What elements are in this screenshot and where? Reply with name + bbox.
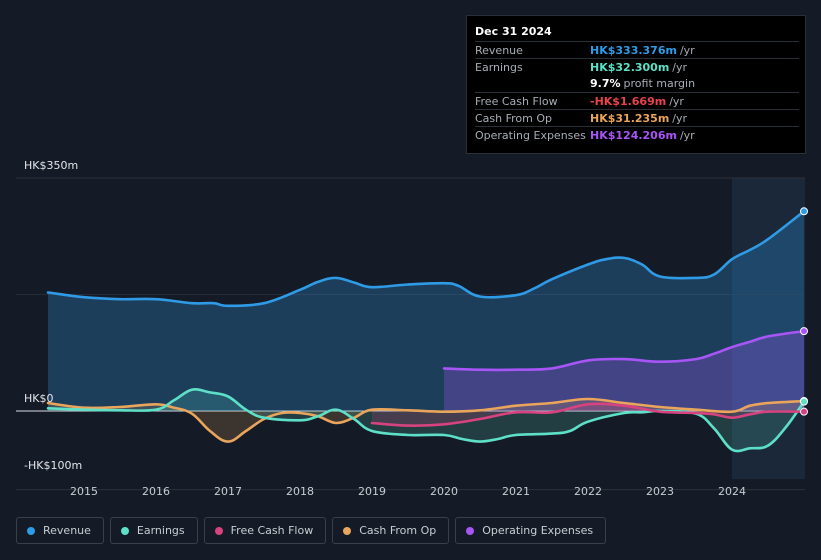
- tooltip-label: Free Cash Flow: [475, 95, 558, 108]
- tooltip-row-margin: 9.7% profit margin: [475, 75, 799, 92]
- revenue-line: [46, 210, 806, 308]
- tooltip-value: HK$31.235m: [590, 112, 670, 125]
- x-tick-label: 2022: [574, 485, 602, 498]
- highlight-region: [732, 178, 805, 479]
- legend-label: Earnings: [136, 524, 185, 537]
- tooltip-value: HK$124.206m: [590, 129, 677, 142]
- earnings-line: [46, 388, 806, 453]
- tooltip-value: -HK$1.669m: [590, 95, 667, 108]
- tooltip-margin-unit: profit margin: [623, 77, 696, 90]
- legend-item-revenue[interactable]: Revenue: [16, 517, 104, 544]
- legend-label: Cash From Op: [359, 524, 437, 537]
- legend-item-cfo[interactable]: Cash From Op: [332, 517, 450, 544]
- tooltip-row-earnings: Earnings HK$32.300m/yr: [475, 58, 799, 76]
- x-tick-label: 2018: [286, 485, 314, 498]
- tooltip-unit: /yr: [672, 112, 688, 125]
- tooltip-unit: /yr: [679, 44, 695, 57]
- tooltip-unit: /yr: [679, 129, 695, 142]
- y-axis-label-top: HK$350m: [24, 159, 79, 172]
- fcf-end-point: [800, 407, 808, 416]
- legend-dot-icon: [120, 526, 129, 535]
- x-tick-label: 2016: [142, 485, 170, 498]
- tooltip-unit: /yr: [669, 95, 684, 108]
- fcf-line: [370, 402, 806, 427]
- x-tick-label: 2021: [502, 485, 530, 498]
- revenue-end-point: [800, 207, 808, 216]
- legend-item-fcf[interactable]: Free Cash Flow: [203, 517, 327, 544]
- tooltip-row-cfo: Cash From Op HK$31.235m/yr: [475, 109, 799, 127]
- legend-label: Free Cash Flow: [230, 524, 314, 537]
- cfo-area: [48, 399, 804, 442]
- tooltip-row-revenue: Revenue HK$333.376m/yr: [475, 41, 799, 59]
- tooltip-label: Cash From Op: [475, 112, 553, 125]
- legend-item-earnings[interactable]: Earnings: [109, 517, 198, 544]
- legend-dot-icon: [27, 526, 35, 535]
- opex-end-point: [800, 327, 808, 336]
- opex-line: [442, 329, 806, 372]
- tooltip-row-opex: Operating Expenses HK$124.206m/yr: [475, 126, 799, 144]
- x-tick-label: 2020: [430, 485, 458, 498]
- x-tick-label: 2023: [646, 485, 674, 498]
- tooltip-row-fcf: Free Cash Flow -HK$1.669m/yr: [475, 92, 799, 110]
- legend-label: Revenue: [43, 524, 91, 537]
- legend-item-opex[interactable]: Operating Expenses: [455, 517, 607, 544]
- y-axis-label-bottom: -HK$100m: [24, 459, 83, 472]
- x-tick-label: 2024: [718, 485, 746, 498]
- legend-dot-icon: [214, 526, 223, 535]
- y-axis-label-zero: HK$0: [24, 392, 54, 405]
- opex-area: [444, 331, 804, 411]
- chart-legend: Revenue Earnings Free Cash Flow Cash Fro…: [16, 517, 607, 546]
- tooltip-value: HK$32.300m: [590, 61, 670, 74]
- x-tick-label: 2017: [214, 485, 242, 498]
- tooltip-date: Dec 31 2024: [475, 25, 552, 38]
- earnings-area: [48, 389, 804, 452]
- revenue-area: [48, 211, 804, 411]
- legend-dot-icon: [343, 526, 352, 535]
- legend-label: Operating Expenses: [482, 524, 594, 537]
- tooltip-label: Earnings: [475, 61, 523, 74]
- earnings-end-point: [800, 397, 808, 406]
- x-tick-label: 2019: [358, 485, 386, 498]
- legend-dot-icon: [466, 526, 475, 535]
- tooltip-margin-value: 9.7%: [590, 77, 621, 90]
- data-tooltip: Dec 31 2024 Revenue HK$333.376m/yr Earni…: [466, 15, 806, 154]
- tooltip-label: Operating Expenses: [475, 129, 586, 142]
- x-tick-label: 2015: [70, 485, 98, 498]
- tooltip-label: Revenue: [475, 44, 523, 57]
- tooltip-unit: /yr: [672, 61, 688, 74]
- tooltip-value: HK$333.376m: [590, 44, 677, 57]
